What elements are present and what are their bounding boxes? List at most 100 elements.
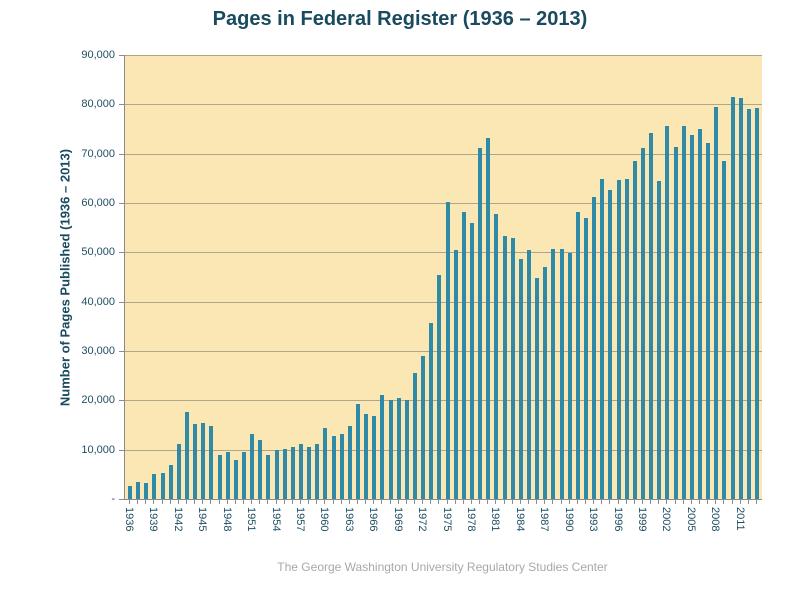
bar-2003 xyxy=(673,147,678,499)
gridline xyxy=(125,400,762,402)
x-tick-mark xyxy=(283,500,285,504)
bar-1966 xyxy=(372,415,377,499)
x-tick-label-2008: 2008 xyxy=(709,507,722,532)
bar-1973 xyxy=(429,323,434,499)
x-tick-mark xyxy=(601,500,603,504)
bar-1967 xyxy=(380,394,385,499)
x-tick-mark xyxy=(756,500,757,504)
bar-1946 xyxy=(209,426,214,499)
x-tick-mark xyxy=(275,500,277,504)
y-tick-label: 30,000 xyxy=(81,345,115,357)
x-tick-mark xyxy=(373,500,375,504)
bar-2010 xyxy=(730,97,735,499)
bar-1953 xyxy=(266,455,271,499)
x-tick-label-1939: 1939 xyxy=(147,507,160,532)
x-tick-mark xyxy=(308,500,310,504)
x-tick-mark xyxy=(145,500,147,504)
x-tick-mark xyxy=(658,500,660,504)
x-tick-mark xyxy=(446,500,448,504)
y-tick-mark xyxy=(119,252,124,254)
bar-2009 xyxy=(722,160,727,499)
bar-1940 xyxy=(160,472,165,499)
x-tick-mark xyxy=(552,500,554,504)
gridline xyxy=(125,153,762,155)
bar-1944 xyxy=(193,424,198,499)
x-tick-mark xyxy=(251,500,253,504)
y-tick-label: 20,000 xyxy=(81,394,115,407)
bar-1984 xyxy=(518,259,523,499)
bar-2001 xyxy=(657,181,662,499)
bar-1981 xyxy=(494,213,499,499)
x-tick-mark xyxy=(389,500,391,504)
bar-2000 xyxy=(649,132,654,499)
y-tick-mark xyxy=(119,104,124,106)
x-tick-mark xyxy=(723,500,725,504)
bar-1992 xyxy=(584,217,588,499)
y-tick-mark xyxy=(119,153,124,155)
x-tick-mark xyxy=(690,500,692,504)
x-tick-mark xyxy=(169,500,171,504)
y-axis-title: Number of Pages Published (1936 – 2013) xyxy=(57,148,73,407)
y-tick-label: 90,000 xyxy=(81,49,115,61)
bar-2004 xyxy=(681,125,686,499)
x-tick-label-1945: 1945 xyxy=(196,507,209,532)
bar-2002 xyxy=(665,126,670,499)
bar-1958 xyxy=(307,446,312,499)
bar-1979 xyxy=(478,147,483,499)
bar-1960 xyxy=(323,427,328,499)
bar-1986 xyxy=(535,277,540,499)
x-tick-label-1984: 1984 xyxy=(513,507,526,532)
bar-1995 xyxy=(608,189,613,499)
x-tick-mark xyxy=(633,500,635,504)
x-tick-label-1972: 1972 xyxy=(416,507,429,532)
x-tick-label-1966: 1966 xyxy=(367,507,380,532)
x-tick-label-1936: 1936 xyxy=(123,507,135,532)
x-tick-label-1954: 1954 xyxy=(269,507,282,532)
bar-1964 xyxy=(356,403,360,499)
plot-area xyxy=(124,55,762,500)
bar-2007 xyxy=(706,143,711,499)
x-tick-mark xyxy=(210,500,212,504)
x-tick-mark xyxy=(186,500,187,504)
x-tick-mark xyxy=(650,500,652,504)
bar-1954 xyxy=(274,450,279,499)
x-tick-mark xyxy=(503,500,505,504)
x-tick-mark xyxy=(340,500,342,504)
gridline xyxy=(125,55,762,56)
bar-2012 xyxy=(746,109,751,499)
x-tick-mark xyxy=(324,500,326,504)
x-tick-mark xyxy=(226,500,228,504)
y-tick-label: - xyxy=(111,493,115,505)
x-tick-mark xyxy=(707,500,709,504)
bar-1952 xyxy=(258,440,263,499)
bar-1949 xyxy=(233,459,238,499)
x-tick-mark xyxy=(177,500,179,504)
bar-1968 xyxy=(388,399,393,499)
x-tick-label-1963: 1963 xyxy=(342,507,355,532)
bar-1998 xyxy=(632,160,637,499)
bar-1994 xyxy=(600,178,605,499)
x-tick-label-1957: 1957 xyxy=(294,507,306,532)
x-tick-mark xyxy=(422,500,424,504)
y-tick-label: 10,000 xyxy=(81,443,115,456)
bar-1988 xyxy=(551,248,556,499)
x-tick-mark xyxy=(593,500,595,504)
x-tick-mark xyxy=(161,500,163,504)
x-tick-label-1948: 1948 xyxy=(220,507,233,532)
y-tick-mark xyxy=(119,449,124,451)
x-tick-mark xyxy=(316,500,318,504)
bar-1963 xyxy=(347,425,352,499)
y-tick-label: 70,000 xyxy=(81,147,115,160)
x-tick-mark xyxy=(381,500,383,504)
bar-1987 xyxy=(543,267,548,499)
x-tick-mark xyxy=(487,500,489,504)
bar-1956 xyxy=(290,447,295,499)
bar-1974 xyxy=(437,274,442,499)
bar-1959 xyxy=(315,444,320,499)
y-tick-mark xyxy=(119,203,124,204)
x-tick-mark xyxy=(397,500,399,504)
y-tick-label: 80,000 xyxy=(81,98,115,111)
y-tick-mark xyxy=(119,400,124,402)
bar-2011 xyxy=(738,98,743,499)
